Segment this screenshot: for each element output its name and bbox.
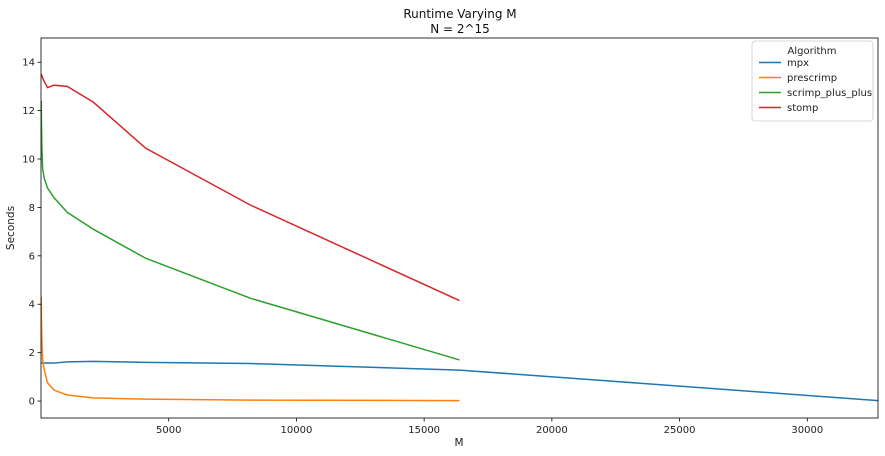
- series-line-prescrimp: [41, 296, 460, 402]
- y-tick-label: 2: [29, 348, 35, 359]
- y-tick-label: 8: [29, 203, 35, 214]
- x-tick-label: 5000: [156, 425, 181, 436]
- legend-box: [751, 40, 874, 122]
- legend-title: Algorithm: [788, 46, 837, 57]
- y-tick-label: 14: [22, 58, 35, 69]
- series-line-scrimp-plus-plus: [41, 100, 460, 361]
- series-line-mpx: [41, 360, 878, 402]
- y-tick-label: 6: [29, 251, 35, 262]
- x-axis-label: M: [454, 437, 463, 449]
- x-tick-label: 20000: [536, 425, 568, 436]
- chart-subtitle: N = 2^15: [430, 22, 490, 36]
- x-tick-label: 30000: [791, 425, 823, 436]
- x-tick-label: 15000: [408, 425, 440, 436]
- series-line-stomp: [41, 74, 460, 302]
- chart-title: Runtime Varying M: [403, 7, 516, 21]
- x-tick-label: 25000: [664, 425, 696, 436]
- y-tick-label: 4: [29, 300, 35, 311]
- legend: Algorithm mpx prescrimp scrimp_plus_plusst…: [751, 40, 874, 122]
- plot-area: [41, 74, 878, 402]
- y-tick-label: 10: [22, 155, 35, 166]
- x-tick-label: 10000: [281, 425, 313, 436]
- legend-label-scrimp-plus-plus: scrimp_plus_plus: [787, 88, 872, 99]
- plot-frame: [40, 37, 879, 419]
- y-axis-label: Seconds: [5, 206, 17, 250]
- legend-label-stomp: stomp: [787, 103, 818, 114]
- y-tick-label: 0: [29, 397, 35, 408]
- y-tick-label: 12: [22, 106, 35, 117]
- legend-label-prescrimp: prescrimp: [787, 73, 837, 84]
- legend-label-mpx: mpx: [787, 58, 809, 69]
